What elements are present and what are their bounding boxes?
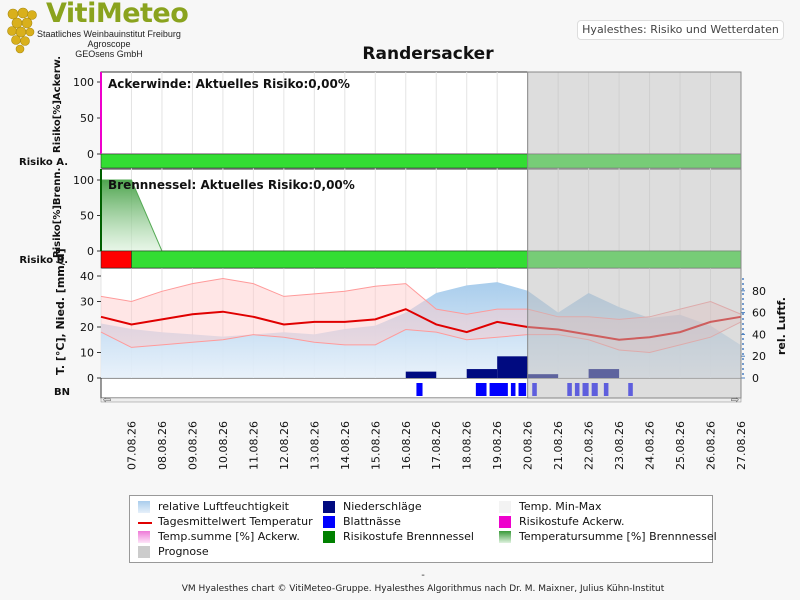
x-tick-date: 07.08.26: [125, 421, 138, 470]
brennnessel-ylabel: Risiko[%]Brenn.: [52, 168, 63, 258]
legend: relative Luftfeuchtigkeit Niederschläge Te…: [129, 495, 717, 563]
scroll-right-arrow-icon: ⇨: [731, 395, 739, 406]
leaf-wetness-bar: [518, 383, 527, 396]
x-tick-date: 18.08.26: [461, 421, 474, 470]
y-tick-humidity: 60: [752, 307, 766, 320]
x-tick-date: 11.08.26: [247, 421, 260, 470]
x-tick-date: 10.08.26: [217, 421, 230, 470]
legend-label: Temp.summe [%] Ackerw.: [158, 530, 300, 543]
forecast-shading: [527, 71, 742, 399]
y-tick-humidity: 20: [752, 350, 766, 363]
y-tick-brennnessel: 100: [73, 174, 94, 187]
legend-label: Blattnässe: [343, 515, 401, 528]
x-tick-date: 13.08.26: [308, 421, 321, 470]
legend-swatch: [138, 531, 150, 543]
leaf-wetness-bar: [489, 383, 508, 396]
logo-line-2: Agroscope: [87, 39, 131, 49]
legend-label: Temperatursumme [%] Brennnessel: [519, 530, 717, 543]
legend-label: Prognose: [158, 545, 209, 558]
y-tick-humidity: 80: [752, 285, 766, 298]
x-tick-date: 22.08.26: [583, 421, 596, 470]
legend-swatch: [323, 531, 335, 543]
y-tick-ackerwinde: 50: [80, 112, 94, 125]
x-tick-date: 25.08.26: [674, 421, 687, 470]
legend-swatch: [138, 522, 152, 524]
y-tick-temperature: 0: [87, 372, 94, 385]
legend-swatch: [499, 501, 511, 513]
x-tick-date: 24.08.26: [644, 421, 657, 470]
legend-swatch: [323, 516, 335, 528]
ackerwinde-bar-label: Risiko A.: [19, 157, 68, 168]
ackerwinde-risk-label: Ackerwinde: Aktuelles Risiko:0,00%: [108, 77, 350, 91]
legend-swatch: [499, 516, 511, 528]
brennnessel-bar-label: Risiko B.: [19, 255, 68, 266]
footer-credit: VM Hyalesthes chart © VitiMeteo-Gruppe. …: [181, 584, 665, 594]
brennnessel-risk-label: Brennnessel: Aktuelles Risiko:0,00%: [108, 178, 355, 192]
x-tick-date: 08.08.26: [156, 421, 169, 470]
legend-label: relative Luftfeuchtigkeit: [158, 500, 289, 513]
leaf-wetness-bar: [416, 383, 423, 396]
y-tick-temperature: 20: [80, 321, 94, 334]
logo-title: VitiMeteo: [46, 0, 189, 29]
x-tick-date: 17.08.26: [430, 421, 443, 470]
y-tick-ackerwinde: 100: [73, 76, 94, 89]
header-badge: Hyalesthes: Risiko und Wetterdaten: [577, 20, 784, 40]
footer-dash: -: [421, 570, 425, 581]
x-tick-date: 20.08.26: [522, 421, 535, 470]
x-tick-date: 19.08.26: [491, 421, 504, 470]
x-tick-date: 14.08.26: [339, 421, 352, 470]
legend-label: Tagesmittelwert Temperatur: [158, 515, 313, 528]
legend-swatch: [138, 546, 150, 558]
y-tick-humidity: 0: [752, 372, 759, 385]
x-tick-date: 26.08.26: [705, 421, 718, 470]
logo-line-1: Staatliches Weinbauinstitut Freiburg: [37, 29, 181, 39]
legend-swatch: [499, 531, 511, 543]
logo-grapes: [4, 4, 38, 56]
precipitation-bar: [405, 371, 437, 378]
brennnessel-risk-segment: [100, 250, 132, 269]
grape-logo-icon: [7, 7, 37, 54]
x-tick-date: 15.08.26: [369, 421, 382, 470]
leaf-wetness-bar: [475, 383, 487, 396]
y-tick-brennnessel: 50: [80, 210, 94, 223]
x-tick-date: 12.08.26: [278, 421, 291, 470]
legend-label: Risikostufe Brennnessel: [343, 530, 474, 543]
y-tick-temperature: 30: [80, 296, 94, 309]
precipitation-bar: [497, 356, 528, 378]
bn-label: BN: [54, 387, 70, 398]
x-tick-date: 16.08.26: [400, 421, 413, 470]
legend-label: Niederschläge: [343, 500, 422, 513]
x-tick-date: 21.08.26: [552, 421, 565, 470]
legend-swatch: [138, 501, 150, 513]
legend-swatch: [323, 501, 335, 513]
time-scrollbar: [100, 397, 742, 403]
y-tick-temperature: 10: [80, 347, 94, 360]
y-tick-brennnessel: 0: [87, 245, 94, 258]
x-tick-date: 27.08.26: [735, 421, 748, 470]
precipitation-bar: [466, 369, 498, 378]
y-tick-ackerwinde: 0: [87, 148, 94, 161]
legend-label: Risikostufe Ackerw.: [519, 515, 625, 528]
ackerwinde-ylabel: Risiko[%]Ackerw.: [52, 56, 63, 153]
scroll-left-arrow-icon: ⇦: [103, 395, 111, 406]
weather-ylabel-left: T. [°C], Nied. [mm/d]: [54, 248, 67, 375]
legend-label: Temp. Min-Max: [519, 500, 602, 513]
x-tick-date: 09.08.26: [186, 421, 199, 470]
y-tick-temperature: 40: [80, 270, 94, 283]
logo-line-3: GEOsens GmbH: [75, 49, 143, 59]
leaf-wetness-bar: [510, 383, 516, 396]
chart-title: Randersacker: [362, 44, 494, 64]
weather-ylabel-right: rel. Luftf.: [775, 297, 788, 355]
x-tick-date: 23.08.26: [613, 421, 626, 470]
y-tick-humidity: 40: [752, 328, 766, 341]
